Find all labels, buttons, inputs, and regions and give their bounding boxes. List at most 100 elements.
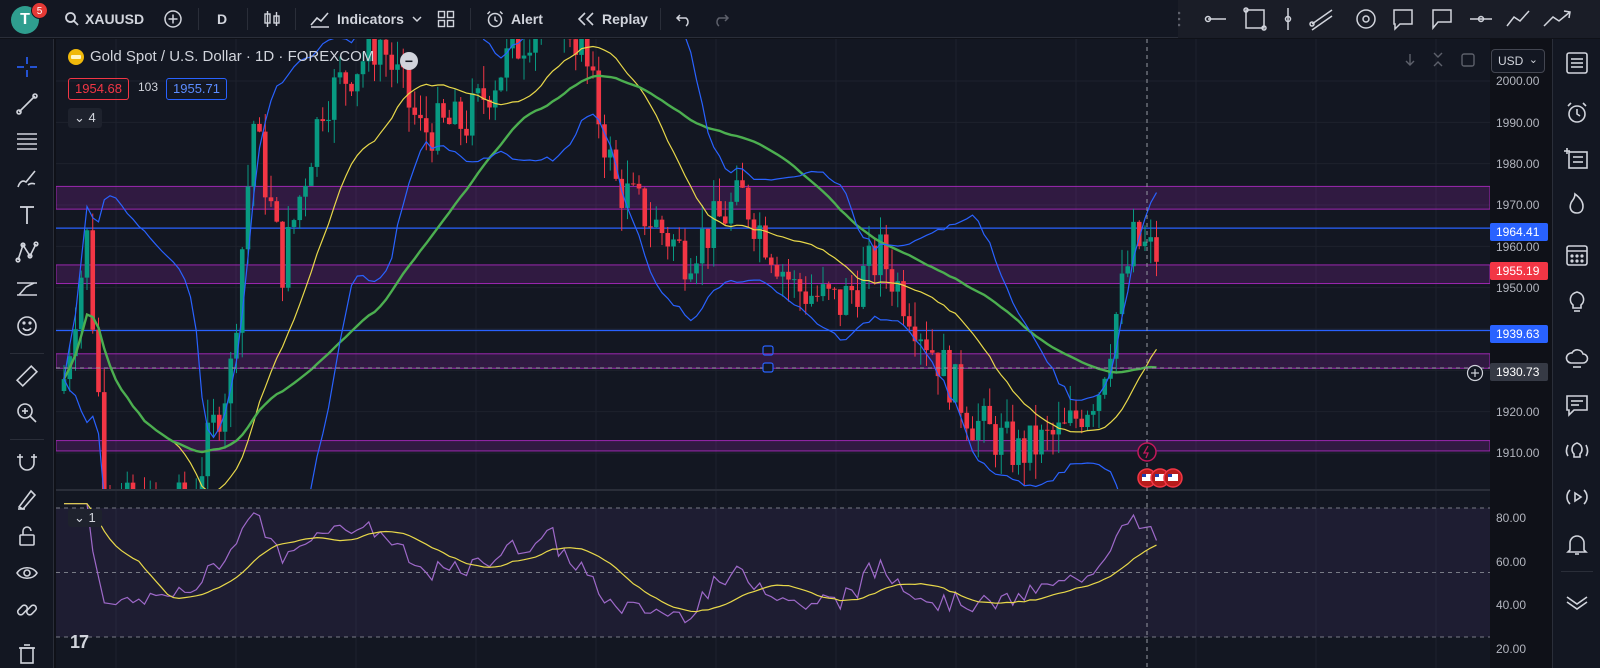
price-line-icon[interactable]: [1470, 15, 1492, 23]
candle-body: [429, 132, 435, 151]
indicators-collapse-toggle[interactable]: ⌄ 4: [68, 108, 102, 128]
fib-retracement-icon[interactable]: [14, 128, 40, 154]
parallel-channel-icon[interactable]: [1309, 9, 1333, 31]
horizontal-line-price-tag[interactable]: 1939.63: [1490, 325, 1548, 343]
replay-button[interactable]: Replay: [576, 0, 648, 38]
data-window-icon[interactable]: [1564, 145, 1590, 171]
candle-body: [889, 269, 895, 292]
candle-body: [533, 39, 538, 53]
pattern-tool-icon[interactable]: [14, 239, 40, 265]
candle-body: [464, 128, 469, 136]
text-tool-icon[interactable]: [14, 202, 40, 228]
watchlist-icon[interactable]: [1564, 50, 1590, 76]
price-tick: 1920.00: [1496, 405, 1540, 419]
candle-body: [1079, 418, 1085, 428]
buy-price-button[interactable]: 1955.71: [166, 78, 227, 100]
indicators-button[interactable]: Indicators: [309, 0, 404, 38]
zone-rect: [56, 440, 1490, 452]
emoji-icon[interactable]: [14, 313, 40, 339]
move-down-icon[interactable]: [1405, 54, 1415, 66]
candle-body: [360, 61, 366, 75]
rsi-collapse-toggle[interactable]: ⌄ 1: [68, 509, 102, 527]
comment-icon[interactable]: [1393, 9, 1413, 31]
symbol-title[interactable]: Gold Spot / U.S. Dollar · 1D · FOREXCOM: [90, 48, 375, 65]
ruler-icon[interactable]: [14, 363, 40, 389]
eye-icon[interactable]: [14, 560, 40, 586]
streams-broadcast-icon[interactable]: [1564, 484, 1590, 510]
trend-arrow-icon[interactable]: [1543, 10, 1571, 27]
horizontal-ray-icon[interactable]: [1204, 15, 1227, 23]
undo-button[interactable]: [675, 0, 693, 38]
idea-stream-icon[interactable]: [1564, 437, 1590, 463]
candle-body: [1085, 414, 1090, 428]
collapse-panel-icon[interactable]: [1564, 592, 1590, 618]
alerts-clock-icon[interactable]: [1564, 100, 1590, 126]
interval-button[interactable]: D: [217, 11, 228, 27]
candle-body: [331, 77, 337, 120]
currency-dropdown[interactable]: USD ⌄: [1491, 49, 1545, 73]
candle-body: [303, 185, 308, 197]
chat-bubble-icon[interactable]: [1564, 392, 1590, 418]
drag-handle-icon[interactable]: [1172, 11, 1181, 27]
candle-body: [262, 131, 268, 198]
candle-body: [1113, 314, 1119, 359]
vertical-line-icon[interactable]: [1284, 8, 1292, 30]
crosshair-icon[interactable]: [14, 54, 40, 80]
ideas-lightbulb-icon[interactable]: [1564, 288, 1590, 314]
trend-line-icon[interactable]: [14, 91, 40, 117]
alert-label: Alert: [511, 11, 543, 27]
candle-body: [1119, 273, 1125, 315]
chats-cloud-icon[interactable]: [1564, 345, 1590, 371]
sell-price-button[interactable]: 1954.68: [68, 78, 129, 100]
rsi-pane: [56, 489, 1490, 638]
callout-icon[interactable]: [1432, 9, 1452, 31]
redo-button[interactable]: [712, 0, 730, 38]
chart-pane[interactable]: [56, 39, 1490, 668]
symbol-search-button[interactable]: XAUUSD: [64, 0, 144, 38]
trash-icon[interactable]: [14, 641, 40, 667]
chart-type-button[interactable]: [263, 0, 281, 38]
stay-in-drawing-mode-icon[interactable]: [14, 486, 40, 512]
candle-body: [1125, 266, 1131, 274]
calendar-icon[interactable]: [1564, 242, 1590, 268]
add-alert-plus-icon[interactable]: [1466, 364, 1484, 382]
gold-coin-icon: [68, 48, 84, 65]
hide-legend-button[interactable]: −: [400, 52, 418, 70]
hotlist-flame-icon[interactable]: [1564, 190, 1590, 216]
candle-body: [475, 88, 481, 94]
candle-body: [314, 119, 320, 167]
indicators-icon: [310, 12, 329, 28]
notifications-bell-icon[interactable]: [1564, 531, 1590, 557]
candle-body: [228, 358, 234, 404]
last-price-tag: 1955.19: [1490, 262, 1548, 280]
candle-body: [1010, 421, 1016, 465]
maximize-pane-icon[interactable]: [1461, 53, 1475, 67]
target-icon[interactable]: [1356, 9, 1376, 29]
brush-icon[interactable]: [14, 165, 40, 191]
candle-body: [1154, 237, 1159, 262]
candle-body: [705, 228, 711, 248]
indicators-dropdown[interactable]: [411, 0, 423, 38]
zoom-in-icon[interactable]: [14, 400, 40, 426]
price-chart-canvas[interactable]: [56, 39, 1490, 668]
forecast-tool-icon[interactable]: [14, 276, 40, 302]
price-tick: 1910.00: [1496, 446, 1540, 460]
symbol-label: XAUUSD: [85, 11, 145, 27]
candle-body: [688, 273, 694, 280]
alert-button[interactable]: Alert: [485, 0, 543, 38]
chevron-down-icon: ⌄: [74, 510, 85, 525]
compare-symbol-button[interactable]: [163, 0, 183, 38]
collapse-pane-icon[interactable]: [1433, 52, 1443, 67]
candle-body: [970, 428, 975, 441]
link-icon[interactable]: [14, 597, 40, 623]
trend-path-icon[interactable]: [1506, 10, 1530, 27]
lock-icon[interactable]: [14, 523, 40, 549]
templates-button[interactable]: [437, 0, 455, 38]
candle-body: [510, 39, 515, 49]
rectangle-tool-icon[interactable]: [1243, 7, 1267, 31]
horizontal-line-price-tag[interactable]: 1964.41: [1490, 223, 1548, 241]
candle-body: [182, 482, 188, 490]
magnet-icon[interactable]: [14, 449, 40, 475]
candle-body: [389, 54, 395, 70]
right-widget-toolbar: [1552, 39, 1600, 668]
